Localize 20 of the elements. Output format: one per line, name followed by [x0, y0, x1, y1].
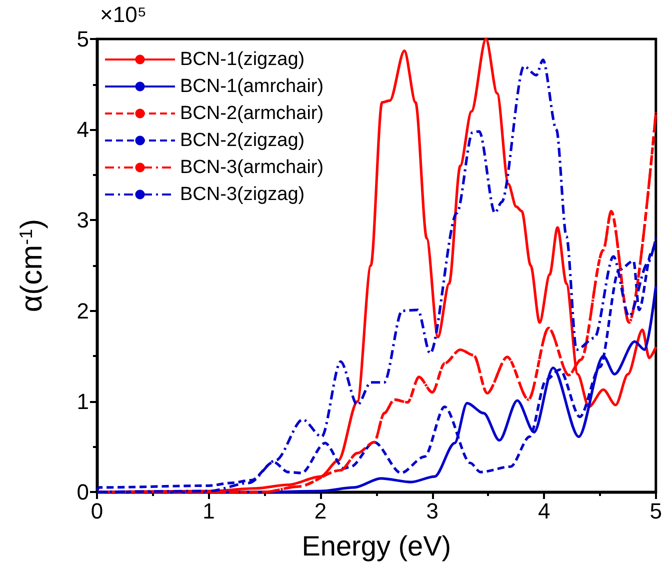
legend-label: BCN-2(armchair) [180, 103, 324, 124]
text: ×10⁵ [100, 2, 146, 28]
x-tick-label: 2 [314, 498, 327, 524]
y-tick-label: 1 [76, 388, 89, 414]
legend-label: BCN-1(amrchair) [180, 76, 324, 97]
y-tick-label: 3 [76, 208, 89, 233]
y-axis-title: α(cm-1) [16, 218, 48, 312]
legend-label: BCN-3(zigzag) [180, 184, 305, 205]
x-tick-label: 5 [650, 498, 662, 524]
legend-label: BCN-1(zigzag) [180, 49, 305, 70]
y-tick-label: 5 [76, 26, 89, 52]
y-tick-label: 2 [76, 298, 89, 324]
legend-label: BCN-2(zigzag) [180, 130, 305, 151]
x-tick-label: 4 [538, 498, 550, 524]
x-tick-label: 3 [426, 498, 438, 524]
legend-label: BCN-3(armchair) [180, 157, 324, 178]
x-tick-label: 1 [202, 498, 215, 524]
x-axis-title: Energy (eV) [302, 530, 452, 562]
y-tick-label: 4 [76, 117, 89, 142]
y-tick-label: 0 [76, 480, 89, 504]
